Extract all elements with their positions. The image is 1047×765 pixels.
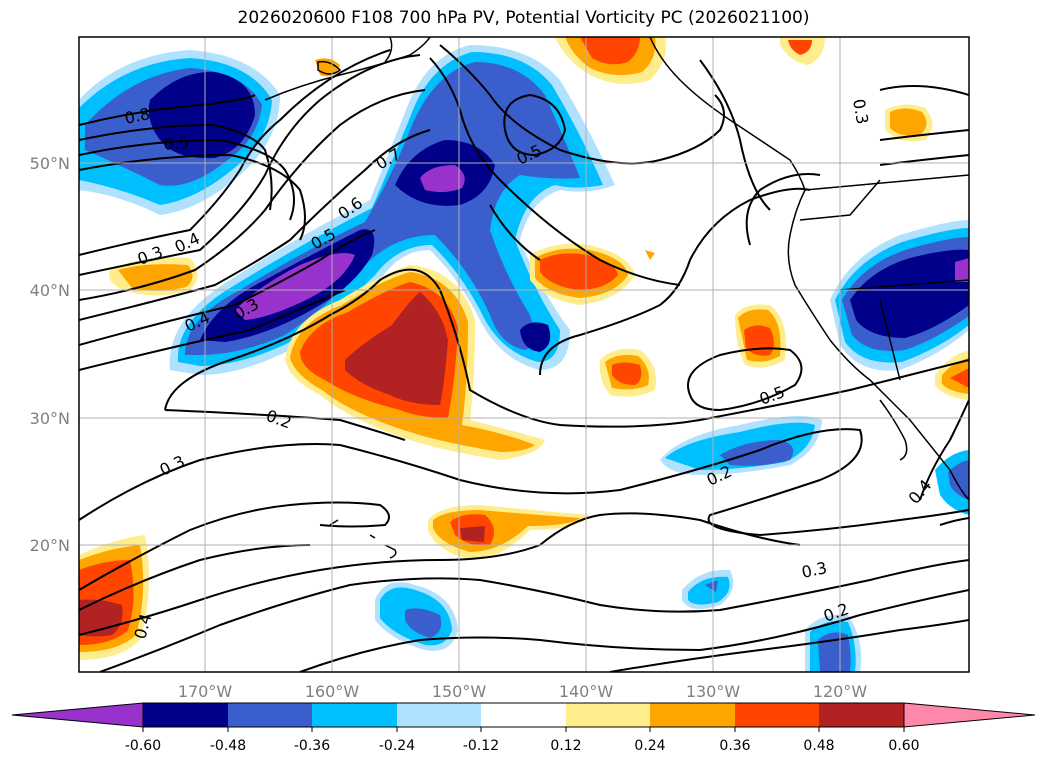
lon-label: 160°W (305, 682, 360, 701)
colorbar-tick-label: 0.48 (803, 738, 834, 754)
lat-label: 30°N (30, 409, 70, 428)
colorbar-swatch (143, 703, 228, 727)
negative-pv-shading (79, 45, 969, 672)
colorbar-arrow-left (11, 702, 144, 728)
lon-label: 120°W (813, 682, 868, 701)
lon-label: 130°W (686, 682, 741, 701)
colorbar-swatch (312, 703, 397, 727)
colorbar-arrow-right (903, 702, 1036, 728)
longitude-labels: 170°W 160°W 150°W 140°W 130°W 120°W (178, 682, 868, 701)
map-area: 0.8 0.5 0.7 0.5 0.6 0.3 0.4 0.5 0.4 0.3 … (79, 37, 969, 672)
chart-title: 2026020600 F108 700 hPa PV, Potential Vo… (237, 8, 810, 28)
colorbar-tick-label: -0.60 (125, 738, 161, 754)
coastlines (264, 37, 969, 559)
colorbar-tick-label: -0.48 (210, 738, 246, 754)
colorbar-tick-label: 0.60 (888, 738, 919, 754)
colorbar-swatch (566, 703, 650, 727)
colorbar-swatch (228, 703, 312, 727)
contour-label: 0.3 (849, 97, 872, 125)
colorbar-tick-label: 0.36 (719, 738, 750, 754)
lon-label: 170°W (178, 682, 233, 701)
colorbar-swatch (481, 703, 566, 727)
colorbar-swatch (650, 703, 735, 727)
colorbar-tick-label: -0.12 (463, 738, 499, 754)
colorbar-swatch (735, 703, 819, 727)
colorbar: -0.60 -0.48 -0.36 -0.24 -0.12 0.12 0.24 … (11, 702, 1036, 754)
map-frame (78, 36, 970, 673)
colorbar-ticks (142, 727, 905, 732)
lat-label: 40°N (30, 281, 70, 300)
colorbar-tick-label: 0.24 (634, 738, 665, 754)
colorbar-swatch (819, 703, 904, 727)
contour-label: 0.5 (163, 133, 190, 154)
lon-label: 150°W (432, 682, 487, 701)
lon-label: 140°W (559, 682, 614, 701)
lat-label: 20°N (30, 536, 70, 555)
contour-label: 0.8 (123, 104, 152, 128)
colorbar-tick-label: 0.12 (550, 738, 581, 754)
colorbar-tick-label: -0.24 (379, 738, 415, 754)
gridlines (79, 37, 969, 672)
lat-label: 50°N (30, 154, 70, 173)
colorbar-frame (142, 702, 905, 728)
colorbar-tick-label: -0.36 (294, 738, 330, 754)
positive-pv-shading (79, 37, 969, 660)
contour-label: 0.3 (800, 558, 829, 582)
pc-contours (79, 44, 969, 672)
colorbar-swatch (397, 703, 481, 727)
latitude-labels: 50°N 40°N 30°N 20°N (30, 154, 70, 555)
